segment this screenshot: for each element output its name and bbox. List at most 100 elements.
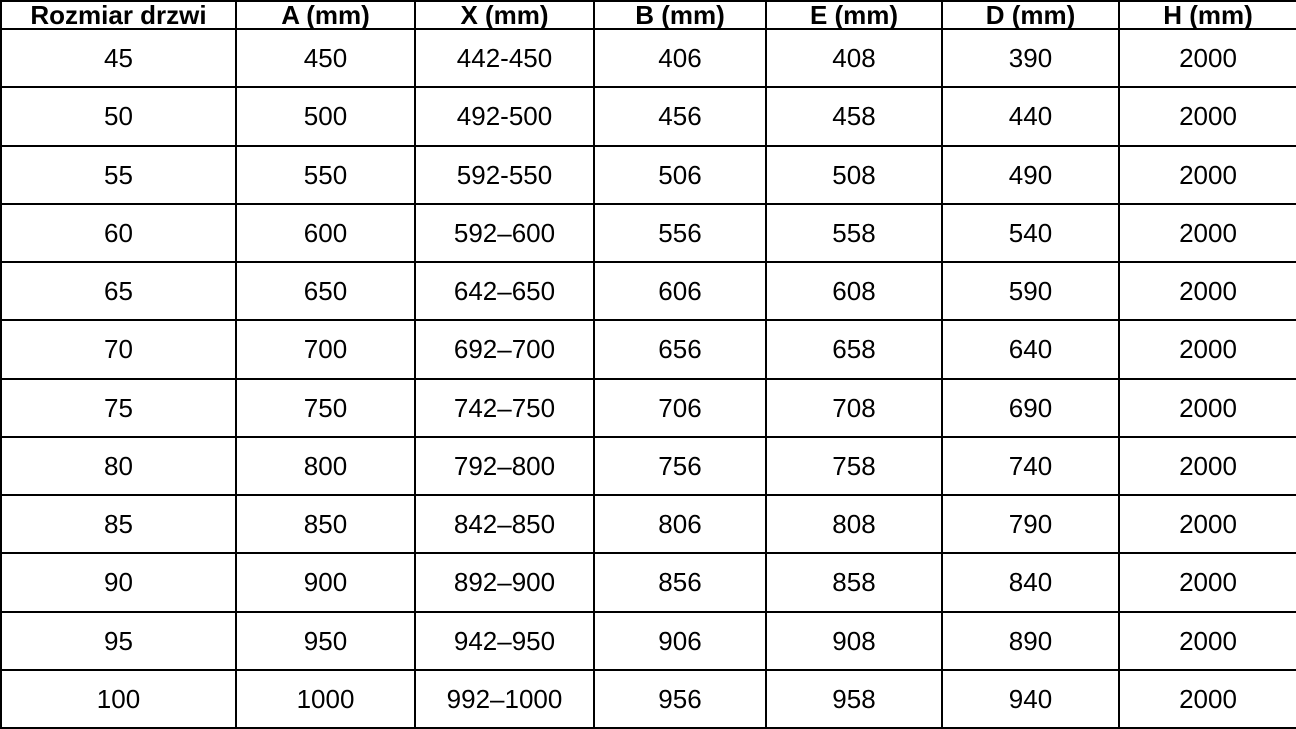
table-cell: 942–950 [414,610,595,671]
table-cell: 840 [941,552,1120,613]
table-cell: 800 [235,435,416,497]
table-cell: 390 [941,27,1120,89]
table-cell: 792–800 [414,435,595,497]
table-cell: 700 [235,319,416,380]
table-cell: 2000 [1118,552,1296,613]
table-row: 45 450 442-450 406 408 390 2000 [0,27,1296,89]
table-cell: 540 [941,202,1120,264]
table-body: 45 450 442-450 406 408 390 2000 50 500 492-500 456… [0,27,1296,729]
table-cell: 450 [235,27,416,89]
table-cell: 658 [765,319,943,380]
table-cell: 2000 [1118,86,1296,147]
table-cell: 740 [941,435,1120,497]
table-cell: 790 [941,493,1120,555]
table-cell: 650 [235,260,416,322]
table-cell: 842–850 [414,493,595,555]
table-cell: 608 [765,260,943,322]
table-row: 50 500 492-500 456 458 440 2000 [0,86,1296,147]
table-row: 75 750 742–750 706 708 690 2000 [0,377,1296,438]
table-cell: 65 [0,260,237,322]
table-cell: 2000 [1118,260,1296,322]
table-cell: 55 [0,144,237,205]
table-cell: 2000 [1118,668,1296,729]
table-cell: 490 [941,144,1120,205]
table-cell: 2000 [1118,610,1296,671]
table-cell: 95 [0,610,237,671]
table-cell: 440 [941,86,1120,147]
table-cell: 756 [593,435,767,497]
table-cell: 100 [0,668,237,729]
table-cell: 908 [765,610,943,671]
table-cell: 706 [593,377,767,438]
table-cell: 856 [593,552,767,613]
column-header-d-mm: D (mm) [941,0,1120,30]
table-cell: 950 [235,610,416,671]
table-row: 85 850 842–850 806 808 790 2000 [0,493,1296,555]
table-cell: 90 [0,552,237,613]
table-cell: 458 [765,86,943,147]
table-row: 60 600 592–600 556 558 540 2000 [0,202,1296,264]
column-header-x-mm: X (mm) [414,0,595,30]
table-cell: 642–650 [414,260,595,322]
table-cell: 742–750 [414,377,595,438]
column-header-b-mm: B (mm) [593,0,767,30]
table-cell: 906 [593,610,767,671]
table-cell: 592-550 [414,144,595,205]
table-cell: 1000 [235,668,416,729]
table-cell: 506 [593,144,767,205]
table-cell: 50 [0,86,237,147]
table-cell: 590 [941,260,1120,322]
table-cell: 992–1000 [414,668,595,729]
table-cell: 556 [593,202,767,264]
table-cell: 2000 [1118,493,1296,555]
table-cell: 60 [0,202,237,264]
table-row: 65 650 642–650 606 608 590 2000 [0,260,1296,322]
table-cell: 692–700 [414,319,595,380]
table-cell: 900 [235,552,416,613]
table-cell: 890 [941,610,1120,671]
table-cell: 808 [765,493,943,555]
column-header-e-mm: E (mm) [765,0,943,30]
column-header-a-mm: A (mm) [235,0,416,30]
table-cell: 80 [0,435,237,497]
table-cell: 70 [0,319,237,380]
table-cell: 75 [0,377,237,438]
table-cell: 858 [765,552,943,613]
table-cell: 892–900 [414,552,595,613]
table-cell: 558 [765,202,943,264]
table-cell: 2000 [1118,377,1296,438]
table-cell: 492-500 [414,86,595,147]
table-cell: 850 [235,493,416,555]
table-cell: 758 [765,435,943,497]
table-cell: 600 [235,202,416,264]
table-cell: 45 [0,27,237,89]
table-cell: 708 [765,377,943,438]
table-cell: 656 [593,319,767,380]
table-cell: 958 [765,668,943,729]
header-row: Rozmiar drzwi A (mm) X (mm) B (mm) E (mm… [0,0,1296,30]
table-row: 95 950 942–950 906 908 890 2000 [0,610,1296,671]
column-header-h-mm: H (mm) [1118,0,1296,30]
table-cell: 442-450 [414,27,595,89]
table-cell: 2000 [1118,202,1296,264]
table-cell: 2000 [1118,435,1296,497]
table-row: 55 550 592-550 506 508 490 2000 [0,144,1296,205]
table-row: 90 900 892–900 856 858 840 2000 [0,552,1296,613]
column-header-rozmiar-drzwi: Rozmiar drzwi [0,0,237,30]
table-cell: 2000 [1118,319,1296,380]
table-cell: 406 [593,27,767,89]
table-cell: 456 [593,86,767,147]
table-row: 100 1000 992–1000 956 958 940 2000 [0,668,1296,729]
table-cell: 690 [941,377,1120,438]
table-cell: 592–600 [414,202,595,264]
table-cell: 500 [235,86,416,147]
table-row: 70 700 692–700 656 658 640 2000 [0,319,1296,380]
table-cell: 640 [941,319,1120,380]
table-cell: 806 [593,493,767,555]
table-cell: 550 [235,144,416,205]
table-cell: 85 [0,493,237,555]
table-cell: 408 [765,27,943,89]
table-cell: 956 [593,668,767,729]
